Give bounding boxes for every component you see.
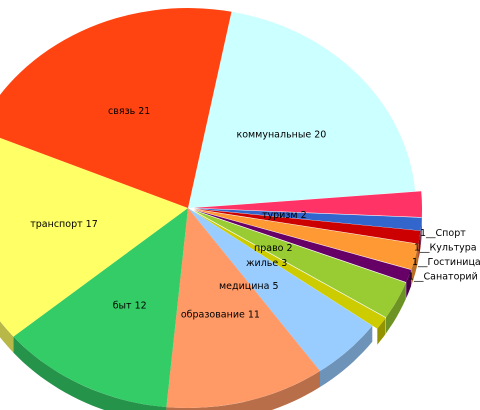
pie-side-obrazovanie — [166, 371, 320, 410]
pie-side-transport — [0, 321, 14, 353]
pie-top-faces — [0, 8, 423, 408]
data-label-obrazovanie: образование 11 — [181, 309, 260, 320]
data-label-kommunalnye: коммунальные 20 — [236, 130, 326, 141]
pie-slice-obrazovanie — [166, 208, 320, 408]
pie-side-meditsina — [320, 325, 373, 387]
data-label-turizm: туризм 2 — [262, 210, 307, 221]
data-label-byt: быт 12 — [113, 300, 147, 311]
pie-slice-turizm — [194, 191, 423, 218]
data-label-svyaz: связь 21 — [108, 106, 150, 117]
pie-slice-zhilye — [193, 210, 406, 318]
data-label-meditsina: медицина 5 — [219, 281, 279, 292]
pie-slice-kommunalnye — [188, 11, 416, 209]
pie-slice-sanatoriy — [193, 211, 386, 329]
pie-slice-gostinitsa — [193, 209, 412, 283]
data-label-pravo: право 2 — [254, 243, 293, 254]
pie-data-labels: коммунальные 20 туризм 2 1__Спорт 1__Культу… — [30, 106, 480, 320]
pie-side-byt — [13, 336, 167, 410]
pie-side-sport — [420, 217, 422, 247]
data-label-zhilye: жилье 3 — [246, 258, 287, 269]
data-label-kultura: 1__Культура — [414, 243, 477, 254]
pie-side-kultura — [418, 230, 421, 260]
pie-side-gostinitsa — [406, 269, 412, 299]
pie-slice-meditsina — [188, 208, 373, 371]
data-label-sanatoriy: 1__Санаторий — [408, 272, 478, 283]
pie-slice-transport — [0, 137, 188, 337]
pie-side-pravo — [411, 244, 419, 286]
pie-side-zhilye — [386, 282, 406, 334]
data-label-transport: транспорт 17 — [30, 219, 98, 230]
data-label-gostinitsa: 1__Гостиница — [412, 257, 480, 268]
pie-slice-pravo — [193, 209, 419, 270]
pie-side-faces — [0, 210, 422, 410]
pie-slice-kultura — [193, 208, 421, 244]
pie-slice-byt — [13, 208, 189, 408]
data-label-sport: 1__Спорт — [420, 228, 466, 239]
pie-slice-svyaz — [0, 8, 232, 208]
pie-side-sanatoriy — [377, 317, 386, 345]
pie-slice-sport — [194, 208, 422, 231]
